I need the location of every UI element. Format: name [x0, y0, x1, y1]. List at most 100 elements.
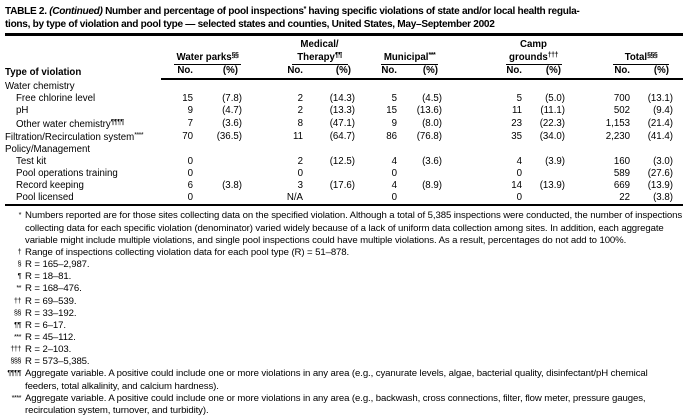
- column-group-label: Medical/Therapy¶¶: [291, 39, 348, 65]
- cell-no: 14: [511, 179, 522, 191]
- cell-no: 11: [292, 131, 303, 143]
- cell-no: 589: [613, 167, 630, 179]
- cell-pct: (8.0): [422, 117, 442, 129]
- cell-no: 0: [187, 156, 193, 168]
- footnote-marker: §§: [231, 51, 239, 59]
- cell-pct: [197, 79, 246, 93]
- cell-pct: [526, 168, 569, 180]
- footnote: **** Aggregate variable. A positive could…: [5, 393, 683, 417]
- col-subheader-pct: (%): [307, 65, 359, 80]
- footnote-text: R = 45–112.: [25, 332, 76, 343]
- row-label: Record keeping: [16, 179, 84, 191]
- row-label: Filtration/Recirculation system****: [5, 132, 144, 144]
- cell-no: 0: [359, 191, 401, 207]
- footnote: * Numbers reported are for those sites co…: [5, 210, 683, 246]
- footnote-marker: ¶¶¶¶: [110, 118, 125, 126]
- cell-no: 15: [182, 92, 193, 104]
- cell-no: 700: [613, 92, 630, 104]
- cell-pct: [401, 191, 446, 207]
- footnote-marker: §§: [13, 307, 22, 317]
- cell-no: [446, 144, 526, 156]
- row-header-label: Type of violation: [5, 66, 82, 78]
- footnote-marker: ****: [11, 392, 22, 402]
- cell-pct: (3.8): [634, 191, 683, 207]
- table-row: pH 9 (4.7) 2 (13.3) 15 (13.6) 11 (11.1) 502 (9.4): [5, 105, 683, 117]
- table-row: Pool licensed 0 N/A 0 0 22 (3.8): [5, 191, 683, 207]
- cell-no: 0: [161, 191, 197, 207]
- cell-no: [359, 144, 401, 156]
- cell-no: 0: [446, 191, 526, 207]
- footnote-marker: §: [17, 259, 21, 269]
- footnote-text: R = 2–103.: [25, 344, 72, 356]
- group-label-line: Water parks§§: [176, 51, 239, 63]
- cell-no: 8: [297, 117, 303, 129]
- footnote: *** R = 45–112.: [5, 332, 683, 344]
- footnote: ¶ R = 18–81.: [5, 271, 683, 283]
- footnote: §§§ R = 573–5,385.: [5, 356, 683, 368]
- cell-pct: (21.4): [647, 117, 673, 129]
- footnote-marker: §§§: [10, 356, 21, 366]
- table-row: Filtration/Recirculation system**** 70 (36…: [5, 130, 683, 144]
- cell-no: 22: [569, 191, 634, 207]
- footnote-text: Numbers reported are for those sites col…: [25, 210, 683, 246]
- table-row: Policy/Management: [5, 144, 683, 156]
- cell-pct: [307, 168, 359, 180]
- cell-no: 7: [187, 117, 193, 129]
- footnote-text: Range of inspections collecting violatio…: [25, 246, 350, 258]
- cell-no: 2,230: [605, 131, 630, 143]
- title-text-cont: having specific violations of state and/…: [305, 6, 580, 17]
- violations-table: Type of violation Water parks§§ Medical/T…: [5, 39, 683, 207]
- footnote-marker: ***: [13, 332, 22, 341]
- title-text: Number and percentage of pool inspection…: [102, 6, 304, 17]
- cell-no: 0: [516, 167, 522, 179]
- column-group-label: Total§§§: [613, 51, 669, 65]
- cell-no: 5: [391, 92, 397, 104]
- cell-pct: (14.3): [329, 92, 355, 104]
- column-group-label: Camp grounds†††: [505, 39, 562, 65]
- cell-no: [161, 79, 197, 93]
- cell-no: [246, 144, 307, 156]
- footnote-text: R = 168–476.: [25, 283, 82, 295]
- col-subheader-no: No.: [246, 65, 307, 80]
- cell-pct: [526, 191, 569, 207]
- cell-no: 1,153: [605, 117, 630, 129]
- cell-no: 4: [391, 156, 397, 168]
- column-group-header: Total§§§: [569, 40, 683, 65]
- cell-no: 23: [511, 117, 522, 129]
- cell-no: 2: [297, 104, 303, 116]
- table-row: Record keeping 6 (3.8) 3 (17.6) 4 (8.9) 14 (13.9…: [5, 180, 683, 192]
- title-label: TABLE 2.: [5, 6, 50, 17]
- cell-pct: (41.4): [647, 131, 673, 143]
- footnote: ††† R = 2–103.: [5, 344, 683, 356]
- cell-pct: (4.5): [422, 92, 442, 104]
- footnote-marker: †: [17, 246, 21, 256]
- cell-no: 4: [516, 156, 522, 168]
- footnote: § R = 165–2,987.: [5, 259, 683, 271]
- footnote-marker: ***: [428, 51, 436, 59]
- footnote: §§ R = 33–192.: [5, 308, 683, 320]
- row-label: Test kit: [16, 156, 47, 168]
- table-row: Other water chemistry¶¶¶¶ 7 (3.6) 8 (47.1) 9 (…: [5, 117, 683, 131]
- cell-no: 70: [182, 131, 193, 143]
- cell-pct: (76.8): [416, 131, 442, 143]
- title-line-1: TABLE 2. (Continued) Number and percenta…: [5, 3, 683, 18]
- cell-no: 11: [511, 104, 522, 116]
- cell-no: 9: [391, 117, 397, 129]
- cell-pct: (13.1): [647, 92, 673, 104]
- footnotes: * Numbers reported are for those sites co…: [5, 210, 683, 417]
- cell-pct: [526, 79, 569, 93]
- cell-pct: (3.9): [545, 156, 565, 168]
- footnote-text: Aggregate variable. A positive could inc…: [25, 368, 648, 392]
- cell-pct: (3.6): [222, 117, 242, 129]
- footnote-marker: ††: [13, 295, 22, 305]
- footnote-marker: ¶¶: [334, 51, 342, 59]
- column-group-header: Water parks§§: [161, 40, 246, 65]
- cell-no: 669: [613, 179, 630, 191]
- cell-pct: (5.0): [545, 92, 565, 104]
- table-row: Test kit 0 2 (12.5) 4 (3.6) 4 (3.9) 160 (3.0): [5, 156, 683, 168]
- cell-no: [246, 79, 307, 93]
- cell-pct: [526, 144, 569, 156]
- col-subheader-no: No.: [359, 65, 401, 80]
- cell-no: 160: [613, 156, 630, 168]
